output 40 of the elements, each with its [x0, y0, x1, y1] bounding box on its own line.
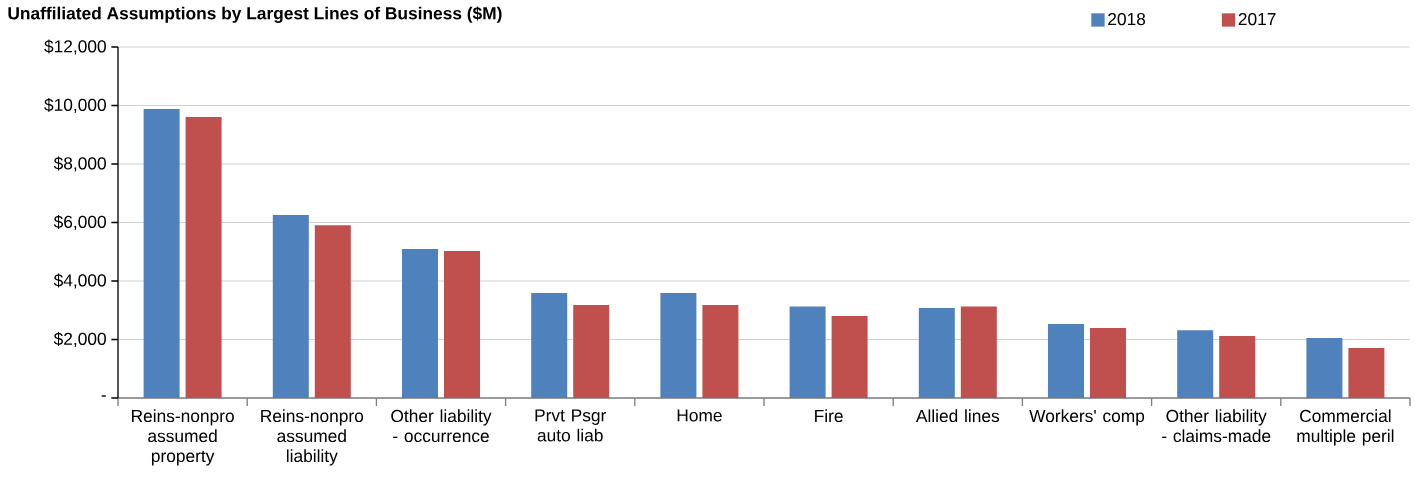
bar	[1048, 324, 1085, 398]
bar	[1306, 338, 1343, 398]
bar	[402, 249, 439, 398]
y-tick-label: $6,000	[53, 214, 106, 231]
x-tick-label: Other liability - occurrence	[391, 409, 492, 443]
x-tick-label: Other liability - claims-made	[1162, 409, 1271, 443]
bar	[660, 293, 697, 398]
bar	[918, 307, 955, 398]
bar	[831, 316, 868, 398]
y-tick-label: $4,000	[53, 273, 106, 289]
y-tick-label: $8,000	[53, 156, 106, 172]
y-tick-label: $10,000	[44, 97, 106, 114]
bar	[531, 293, 568, 398]
bar	[1348, 347, 1385, 398]
x-tick-label: Reins-nonpro assumed liability	[261, 409, 364, 466]
bar	[960, 306, 997, 398]
bar	[143, 109, 180, 398]
bar	[1177, 330, 1214, 398]
legend-label: 2017	[1238, 12, 1276, 26]
chart-title: Unaffiliated Assumptions by Largest Lines of Business ($M)	[8, 6, 502, 23]
bar	[185, 116, 222, 398]
bar	[789, 306, 826, 398]
y-tick-label: $2,000	[53, 331, 106, 348]
bar	[314, 225, 351, 398]
x-tick-label: Commercial multiple peril	[1297, 409, 1394, 446]
legend-label: 2018	[1108, 12, 1146, 26]
bar	[1090, 328, 1127, 398]
x-tick-label: Reins-nonpro assumed property	[132, 409, 234, 466]
y-tick-label: $12,000	[44, 39, 106, 55]
bar	[573, 304, 610, 398]
bar	[1219, 335, 1256, 398]
bar	[272, 214, 309, 398]
bar	[702, 304, 739, 398]
bar	[444, 250, 481, 398]
x-tick-label: Allied lines	[915, 409, 1000, 423]
x-tick-label: Home	[677, 409, 722, 422]
x-tick-label: Fire	[815, 409, 843, 423]
x-tick-label: Workers' comp	[1029, 409, 1145, 426]
x-tick-label: Prvt Psgr auto liab	[535, 409, 607, 442]
y-tick-label: -	[101, 395, 106, 397]
